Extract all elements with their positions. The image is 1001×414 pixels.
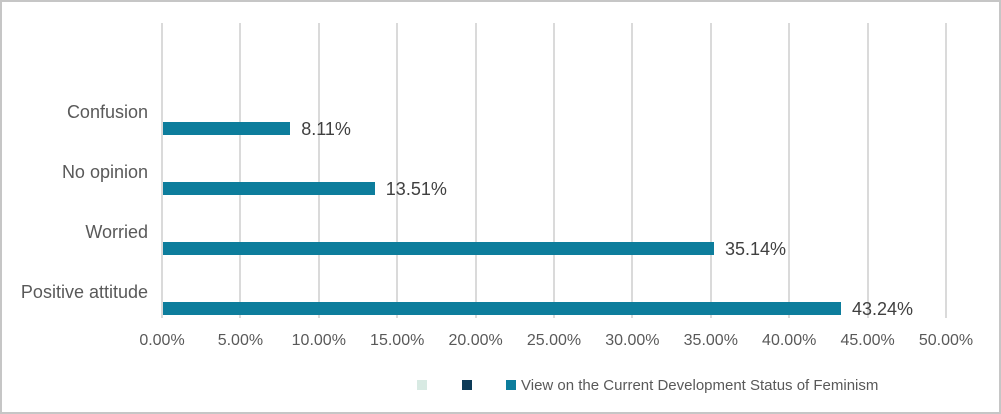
x-tick-label: 45.00% <box>840 332 895 349</box>
legend-swatch-icon <box>462 380 472 390</box>
gridline <box>553 23 555 318</box>
legend-item-2 <box>462 378 472 392</box>
x-tick-label: 5.00% <box>217 332 264 349</box>
category-label: No opinion <box>61 162 148 182</box>
category-label: Positive attitude <box>20 282 148 302</box>
x-tick-label: 10.00% <box>291 332 346 349</box>
gridline <box>474 23 477 318</box>
bar <box>163 302 841 315</box>
value-label: 8.11% <box>301 119 351 139</box>
value-label: 43.24% <box>852 299 914 319</box>
x-tick-label: 25.00% <box>526 332 582 349</box>
x-tick-label: 0.00% <box>139 332 185 349</box>
gridline <box>317 23 320 318</box>
gridline <box>709 23 712 318</box>
x-tick-label: 20.00% <box>448 332 503 349</box>
legend-swatch-icon <box>506 380 516 390</box>
x-tick-label: 40.00% <box>762 332 817 349</box>
legend-item-3: View on the Current Development Status o… <box>506 376 879 394</box>
legend-swatch-icon <box>417 380 427 390</box>
gridline <box>239 23 242 318</box>
plot-area: 8.11% 13.51% 35.14% 43.24% <box>161 23 947 319</box>
x-tick-label: 30.00% <box>605 332 660 349</box>
x-tick-label: 35.00% <box>683 332 738 349</box>
bar <box>163 242 714 255</box>
legend-label: View on the Current Development Status o… <box>521 376 879 394</box>
gridline <box>631 23 634 318</box>
gridline <box>788 23 791 318</box>
bar <box>163 182 375 195</box>
bar <box>163 122 291 135</box>
category-label: Worried <box>85 222 148 242</box>
gridline <box>161 23 163 318</box>
category-label: Confusion <box>66 102 148 122</box>
legend-item-1 <box>417 378 427 392</box>
value-label: 13.51% <box>385 179 447 199</box>
gridline <box>866 23 869 318</box>
x-tick-label: 50.00% <box>918 332 974 349</box>
value-label: 35.14% <box>725 239 787 259</box>
gridline <box>945 23 947 318</box>
gridline <box>396 23 399 318</box>
x-tick-label: 15.00% <box>370 332 425 349</box>
